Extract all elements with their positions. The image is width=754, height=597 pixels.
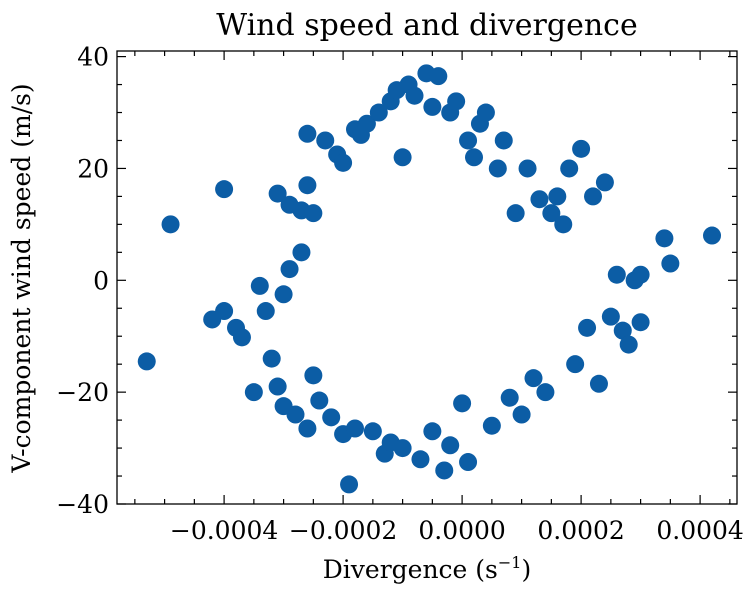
- x-tick-label: 0.0004: [656, 516, 743, 545]
- y-axis-label: V-component wind speed (m/s): [7, 83, 36, 473]
- scatter-point: [334, 153, 353, 172]
- scatter-point: [304, 204, 323, 223]
- scatter-point: [423, 97, 442, 116]
- scatter-point: [584, 187, 603, 206]
- scatter-point: [589, 374, 608, 393]
- scatter-point: [268, 377, 287, 396]
- y-tick-label: 20: [77, 154, 109, 183]
- scatter-point: [441, 436, 460, 455]
- ticks-layer: −0.0004 −0.0002 0.0000 0.0002 0.0004 −40 −20 0 2…: [56, 43, 744, 545]
- scatter-point: [566, 355, 585, 374]
- scatter-point: [655, 229, 674, 248]
- scatter-point: [482, 416, 501, 435]
- scatter-point: [661, 254, 680, 273]
- scatter-point: [459, 453, 478, 472]
- scatter-point: [560, 159, 579, 178]
- scatter-point: [703, 226, 722, 245]
- scatter-point: [161, 215, 180, 234]
- scatter-point: [459, 131, 478, 150]
- scatter-point: [256, 302, 275, 321]
- scatter-point: [607, 265, 626, 284]
- scatter-point: [286, 405, 305, 424]
- scatter-point: [572, 139, 591, 158]
- scatter-point: [346, 419, 365, 438]
- plot-frame: [116, 50, 738, 505]
- chart-title: Wind speed and divergence: [216, 8, 637, 43]
- scatter-point: [429, 67, 448, 86]
- scatter-point: [262, 349, 281, 368]
- x-axis-label: Divergence (s−1): [323, 553, 532, 584]
- scatter-point: [447, 92, 466, 111]
- y-tick-label: −40: [56, 490, 109, 519]
- scatter-point: [423, 422, 442, 441]
- scatter-point: [411, 450, 430, 469]
- scatter-point: [298, 124, 317, 143]
- scatter-point: [500, 388, 519, 407]
- x-tick-label: −0.0004: [170, 516, 278, 545]
- points-layer: [137, 64, 722, 494]
- scatter-point: [215, 302, 234, 321]
- scatter-point: [488, 159, 507, 178]
- scatter-point: [280, 260, 299, 279]
- scatter-point: [322, 408, 341, 427]
- scatter-point: [298, 176, 317, 195]
- scatter-point: [595, 173, 614, 192]
- scatter-point: [530, 190, 549, 209]
- scatter-point: [215, 180, 234, 199]
- scatter-point: [518, 159, 537, 178]
- scatter-point: [506, 204, 525, 223]
- scatter-point: [304, 366, 323, 385]
- scatter-point: [512, 405, 531, 424]
- scatter-point: [393, 148, 412, 167]
- scatter-point: [601, 307, 620, 326]
- y-tick-label: 40: [77, 43, 109, 72]
- x-tick-label: 0.0002: [537, 516, 624, 545]
- x-tick-label: 0.0000: [418, 516, 505, 545]
- scatter-point: [536, 383, 555, 402]
- scatter-point: [244, 383, 263, 402]
- scatter-point: [274, 285, 293, 304]
- scatter-point: [465, 148, 484, 167]
- scatter-point: [476, 103, 495, 122]
- y-tick-label: −20: [56, 378, 109, 407]
- scatter-point: [405, 86, 424, 105]
- scatter-point: [232, 328, 251, 347]
- scatter-point: [316, 131, 335, 150]
- scatter-point: [524, 369, 543, 388]
- scatter-point: [298, 419, 317, 438]
- scatter-point: [357, 114, 376, 133]
- scatter-point: [578, 318, 597, 337]
- scatter-point: [369, 103, 388, 122]
- scatter-point: [631, 313, 650, 332]
- scatter-point: [137, 352, 156, 371]
- scatter-point: [613, 321, 632, 340]
- scatter-point: [310, 391, 329, 410]
- scatter-point: [292, 243, 311, 262]
- scatter-point: [548, 187, 567, 206]
- scatter-point: [554, 215, 573, 234]
- scatter-point: [453, 394, 472, 413]
- scatter-point: [542, 204, 561, 223]
- scatter-point: [435, 461, 454, 480]
- x-tick-label: −0.0002: [289, 516, 397, 545]
- scatter-point: [268, 184, 287, 203]
- scatter-point: [631, 265, 650, 284]
- scatter-point: [494, 131, 513, 150]
- scatter-point: [393, 439, 412, 458]
- scatter-point: [250, 276, 269, 295]
- scatter-point: [619, 335, 638, 354]
- scatter-point: [363, 422, 382, 441]
- y-tick-label: 0: [93, 266, 109, 295]
- scatter-point: [340, 475, 359, 494]
